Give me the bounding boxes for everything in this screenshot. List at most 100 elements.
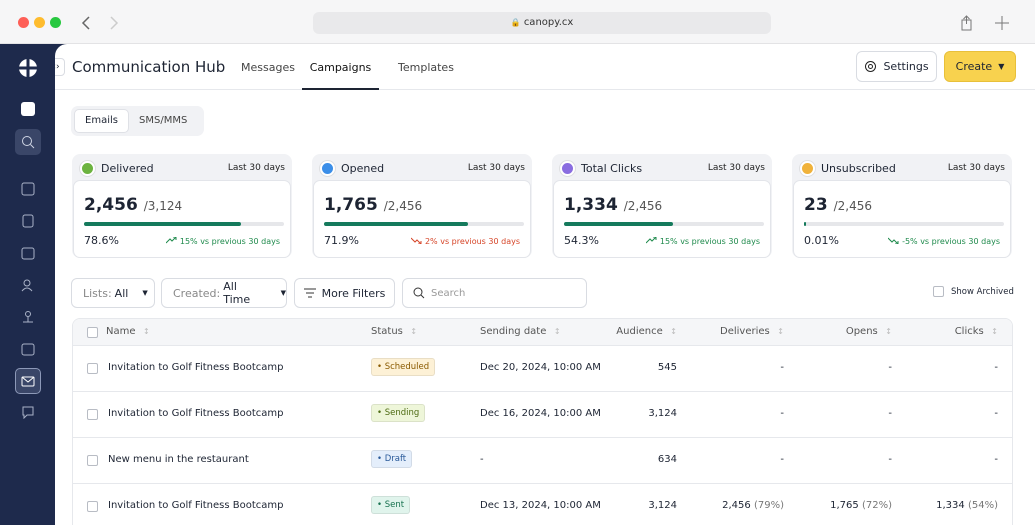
sidebar — [0, 44, 55, 525]
checkbox[interactable] — [87, 363, 98, 374]
deliveries: - — [780, 362, 784, 373]
collapse-toggle[interactable]: ‹› — [55, 58, 65, 76]
created-filter[interactable]: Created: All Time ▼ — [161, 278, 287, 308]
settings-button[interactable]: Settings — [856, 51, 937, 82]
period-select[interactable]: Last 30 days — [947, 163, 1005, 173]
show-archived[interactable]: Show Archived — [933, 286, 1014, 297]
nav-dashboard[interactable] — [15, 176, 41, 202]
filter-value: All Time — [223, 280, 251, 306]
change: 2% vs previous 30 days — [410, 237, 520, 246]
nav-communication[interactable] — [15, 368, 41, 394]
column-header[interactable]: Deliveries ↕ — [720, 326, 784, 337]
browser-actions[interactable] — [958, 14, 1018, 32]
column-header[interactable]: Sending date ↕ — [480, 326, 561, 337]
zoom-button[interactable] — [50, 17, 61, 28]
column-header[interactable]: Name ↕ — [106, 326, 150, 337]
status-badge: • Sending — [371, 404, 426, 422]
checkbox[interactable] — [87, 455, 98, 466]
nav-forms[interactable] — [15, 208, 41, 234]
count: 1,765 — [830, 500, 859, 511]
top-bar: ‹› Communication Hub Messages Campaigns … — [55, 44, 1035, 90]
filter-value: All — [114, 286, 129, 300]
change: -5% vs previous 30 days — [887, 237, 1000, 246]
sort-icon[interactable]: ↕ — [774, 327, 784, 336]
nav-people[interactable] — [15, 272, 41, 298]
count: - — [780, 362, 784, 373]
filter-label: Created: — [173, 286, 221, 300]
period-select[interactable]: Last 30 days — [467, 163, 525, 173]
nav-chat[interactable] — [15, 399, 41, 425]
column-header[interactable]: Opens ↕ — [845, 326, 892, 337]
opens: - — [888, 408, 892, 419]
total: /2,456 — [383, 199, 423, 213]
period-select[interactable]: Last 30 days — [227, 163, 285, 173]
sort-icon[interactable]: ↕ — [882, 327, 892, 336]
checkbox[interactable] — [933, 286, 944, 297]
minimize-button[interactable] — [34, 17, 45, 28]
tab[interactable]: Templates — [398, 61, 454, 74]
checkbox[interactable] — [87, 327, 98, 338]
card-body: 23 /2,456 0.01% -5% vs previous 30 days — [793, 180, 1011, 258]
progress-fill — [84, 222, 242, 226]
total: /2,456 — [833, 199, 872, 213]
card-icon — [80, 160, 95, 176]
campaign-name[interactable]: Invitation to Golf Fitness Bootcamp — [108, 362, 284, 373]
table-header: Name ↕ Status ↕ Sending date ↕ Audience ↕ De… — [73, 319, 1012, 346]
checkbox[interactable] — [87, 409, 98, 420]
column-header[interactable]: Status ↕ — [371, 326, 418, 337]
sending-date: Dec 13, 2024, 10:00 AM — [480, 500, 601, 511]
campaign-name[interactable]: Invitation to Golf Fitness Bootcamp — [108, 500, 284, 511]
campaign-name[interactable]: New menu in the restaurant — [108, 454, 249, 465]
stat-card: Opened Last 30 days 1,765 /2,456 71.9% 2% vs… — [312, 154, 532, 258]
tab[interactable]: Messages — [241, 61, 295, 74]
nav-archive[interactable] — [15, 336, 41, 362]
nav-search[interactable] — [15, 129, 41, 155]
close-button[interactable] — [18, 17, 29, 28]
nav-calendar[interactable] — [15, 240, 41, 266]
count: - — [780, 454, 784, 465]
sort-icon[interactable]: ↕ — [667, 327, 677, 336]
create-button[interactable]: Create ▼ — [944, 51, 1016, 82]
total: /3,124 — [143, 199, 183, 213]
stat-card: Unsubscribed Last 30 days 23 /2,456 0.01% -5… — [792, 154, 1012, 258]
address-bar[interactable]: 🔒 canopy.cx — [313, 12, 771, 34]
campaign-table: Name ↕ Status ↕ Sending date ↕ Audience ↕ De… — [72, 318, 1013, 525]
table-row: Invitation to Golf Fitness Bootcamp • Sen… — [73, 484, 1012, 525]
show-archived-label: Show Archived — [951, 286, 1014, 297]
sort-icon[interactable]: ↕ — [551, 327, 561, 336]
sort-icon[interactable]: ↕ — [988, 327, 998, 336]
campaign-name[interactable]: Invitation to Golf Fitness Bootcamp — [108, 408, 284, 419]
nav-arrows[interactable] — [80, 14, 120, 32]
tab-active[interactable]: Campaigns — [302, 44, 379, 90]
sort-icon[interactable]: ↕ — [407, 327, 418, 336]
column-header[interactable]: Clicks ↕ — [954, 326, 998, 337]
card-header: Delivered Last 30 days — [80, 160, 285, 176]
sort-icon[interactable]: ↕ — [140, 327, 150, 336]
more-filters-button[interactable]: More Filters — [294, 278, 395, 308]
progress-fill — [804, 222, 806, 226]
card-name: Delivered — [101, 161, 154, 175]
percent: (54%) — [967, 500, 998, 511]
table-row: New menu in the restaurant • Draft - 634 - - - — [73, 438, 1012, 484]
trend-arrow — [165, 236, 177, 244]
period-select[interactable]: Last 30 days — [707, 163, 765, 173]
card-body: 1,334 /2,456 54.3% 15% vs previous 30 days — [553, 180, 771, 258]
count: - — [994, 408, 998, 419]
lists-filter[interactable]: Lists: All ▼ — [71, 278, 155, 308]
status-badge: • Sent — [371, 496, 411, 514]
progress-fill — [324, 222, 468, 226]
checkbox[interactable] — [87, 501, 98, 512]
nav-integrations[interactable] — [15, 304, 41, 330]
page-title: Communication Hub — [72, 58, 226, 76]
count: 1,765 /2,456 — [324, 195, 423, 215]
channel-tab-active[interactable]: Emails — [74, 109, 129, 133]
channel-tab[interactable]: SMS/MMS — [139, 115, 188, 126]
count: 23 /2,456 — [804, 195, 872, 215]
column-header[interactable]: Audience ↕ — [616, 326, 677, 337]
count: - — [994, 362, 998, 373]
nav-profile[interactable] — [15, 96, 41, 122]
search-input[interactable]: Search — [402, 278, 587, 308]
card-name: Total Clicks — [581, 161, 643, 175]
change-text: 15% vs previous 30 days — [659, 237, 760, 246]
card-header: Opened Last 30 days — [320, 160, 525, 176]
